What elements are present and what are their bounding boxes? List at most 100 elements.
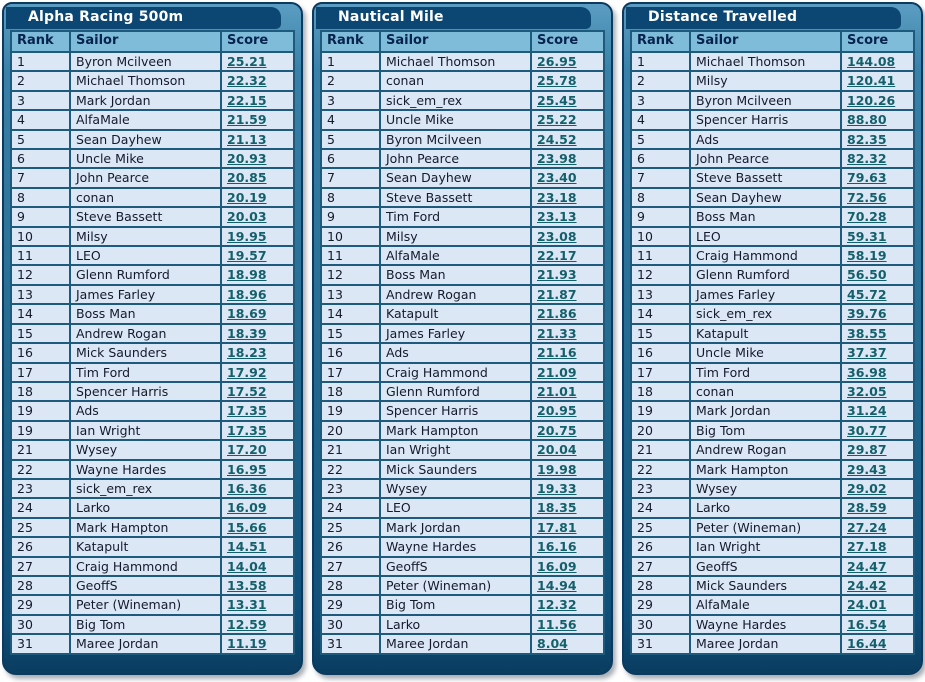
score-cell: 24.42 (840, 574, 915, 597)
score-link[interactable]: 72.56 (847, 189, 887, 205)
score-link[interactable]: 21.59 (227, 112, 267, 128)
score-link[interactable]: 12.59 (227, 616, 267, 632)
score-link[interactable]: 20.75 (537, 422, 577, 438)
score-link[interactable]: 24.47 (847, 558, 887, 574)
score-cell: 59.31 (840, 225, 915, 248)
score-link[interactable]: 31.24 (847, 403, 887, 419)
score-link[interactable]: 19.57 (227, 248, 267, 264)
score-link[interactable]: 144.08 (847, 54, 896, 69)
score-link[interactable]: 36.98 (847, 364, 887, 380)
score-link[interactable]: 17.20 (227, 442, 267, 458)
score-link[interactable]: 20.95 (537, 403, 577, 419)
score-link[interactable]: 18.39 (227, 325, 267, 341)
score-link[interactable]: 20.03 (227, 209, 267, 225)
score-cell: 21.59 (220, 109, 295, 131)
score-link[interactable]: 70.28 (847, 209, 887, 225)
score-link[interactable]: 13.58 (227, 577, 267, 593)
score-link[interactable]: 12.32 (537, 597, 577, 613)
score-link[interactable]: 18.96 (227, 286, 267, 302)
score-link[interactable]: 29.43 (847, 461, 887, 477)
score-link[interactable]: 14.04 (227, 558, 267, 574)
score-link[interactable]: 15.66 (227, 519, 267, 535)
score-link[interactable]: 17.92 (227, 364, 267, 380)
score-link[interactable]: 24.52 (537, 131, 577, 147)
score-link[interactable]: 25.78 (537, 73, 577, 89)
score-link[interactable]: 19.95 (227, 228, 267, 244)
score-link[interactable]: 18.98 (227, 267, 267, 283)
score-link[interactable]: 39.76 (847, 306, 887, 322)
score-link[interactable]: 59.31 (847, 228, 887, 244)
score-link[interactable]: 32.05 (847, 383, 887, 399)
score-link[interactable]: 30.77 (847, 422, 887, 438)
score-link[interactable]: 24.01 (847, 597, 887, 613)
score-link[interactable]: 56.50 (847, 267, 887, 283)
score-link[interactable]: 22.32 (227, 73, 267, 89)
score-link[interactable]: 27.18 (847, 539, 887, 555)
score-link[interactable]: 16.09 (537, 558, 577, 574)
score-link[interactable]: 23.40 (537, 170, 577, 186)
score-link[interactable]: 14.94 (537, 577, 577, 593)
score-link[interactable]: 28.59 (847, 500, 887, 516)
score-link[interactable]: 21.01 (537, 383, 577, 399)
score-link[interactable]: 120.26 (847, 92, 896, 108)
score-link[interactable]: 20.19 (227, 189, 267, 205)
score-link[interactable]: 16.44 (847, 636, 887, 652)
score-link[interactable]: 27.24 (847, 519, 887, 535)
rank-cell: 11 (10, 245, 71, 267)
score-link[interactable]: 82.32 (847, 151, 887, 167)
score-link[interactable]: 45.72 (847, 286, 887, 302)
score-link[interactable]: 21.93 (537, 267, 577, 283)
score-link[interactable]: 21.87 (537, 286, 577, 302)
score-link[interactable]: 82.35 (847, 131, 887, 147)
score-link[interactable]: 17.35 (227, 422, 267, 438)
score-link[interactable]: 23.18 (537, 189, 577, 205)
score-link[interactable]: 120.41 (847, 73, 896, 89)
score-link[interactable]: 19.98 (537, 461, 577, 477)
score-link[interactable]: 21.13 (227, 131, 267, 147)
score-link[interactable]: 16.09 (227, 500, 267, 516)
score-link[interactable]: 14.51 (227, 539, 267, 555)
score-link[interactable]: 37.37 (847, 345, 887, 361)
score-link[interactable]: 22.17 (537, 248, 577, 264)
score-link[interactable]: 8.04 (537, 636, 568, 652)
score-link[interactable]: 18.23 (227, 345, 267, 361)
sailor-cell: AlfaMale (689, 594, 842, 616)
score-link[interactable]: 20.85 (227, 170, 267, 186)
score-link[interactable]: 29.87 (847, 442, 887, 458)
score-link[interactable]: 21.09 (537, 364, 577, 380)
score-link[interactable]: 18.69 (227, 306, 267, 322)
score-link[interactable]: 23.98 (537, 151, 577, 167)
score-link[interactable]: 25.45 (537, 92, 577, 108)
score-link[interactable]: 24.42 (847, 577, 887, 593)
score-link[interactable]: 21.33 (537, 325, 577, 341)
rank-cell: 31 (10, 633, 71, 655)
score-link[interactable]: 79.63 (847, 170, 887, 186)
score-link[interactable]: 25.21 (227, 54, 267, 69)
score-link[interactable]: 19.33 (537, 480, 577, 496)
score-link[interactable]: 29.02 (847, 480, 887, 496)
score-link[interactable]: 16.54 (847, 616, 887, 632)
score-link[interactable]: 17.35 (227, 403, 267, 419)
score-link[interactable]: 17.81 (537, 519, 577, 535)
score-link[interactable]: 21.16 (537, 345, 577, 361)
score-link[interactable]: 26.95 (537, 54, 577, 69)
score-link[interactable]: 16.95 (227, 461, 267, 477)
score-link[interactable]: 20.04 (537, 442, 577, 458)
score-link[interactable]: 25.22 (537, 112, 577, 128)
score-link[interactable]: 18.35 (537, 500, 577, 516)
score-link[interactable]: 58.19 (847, 248, 887, 264)
score-link[interactable]: 11.19 (227, 636, 267, 652)
score-link[interactable]: 88.80 (847, 112, 887, 128)
score-link[interactable]: 13.31 (227, 597, 267, 613)
score-link[interactable]: 16.36 (227, 480, 267, 496)
score-link[interactable]: 23.13 (537, 209, 577, 225)
sailor-cell: sick_em_rex (379, 89, 532, 112)
score-link[interactable]: 11.56 (537, 616, 577, 632)
score-link[interactable]: 21.86 (537, 306, 577, 322)
score-link[interactable]: 23.08 (537, 228, 577, 244)
score-link[interactable]: 16.16 (537, 539, 577, 555)
score-link[interactable]: 17.52 (227, 383, 267, 399)
score-link[interactable]: 38.55 (847, 325, 887, 341)
score-link[interactable]: 22.15 (227, 92, 267, 108)
score-link[interactable]: 20.93 (227, 151, 267, 167)
